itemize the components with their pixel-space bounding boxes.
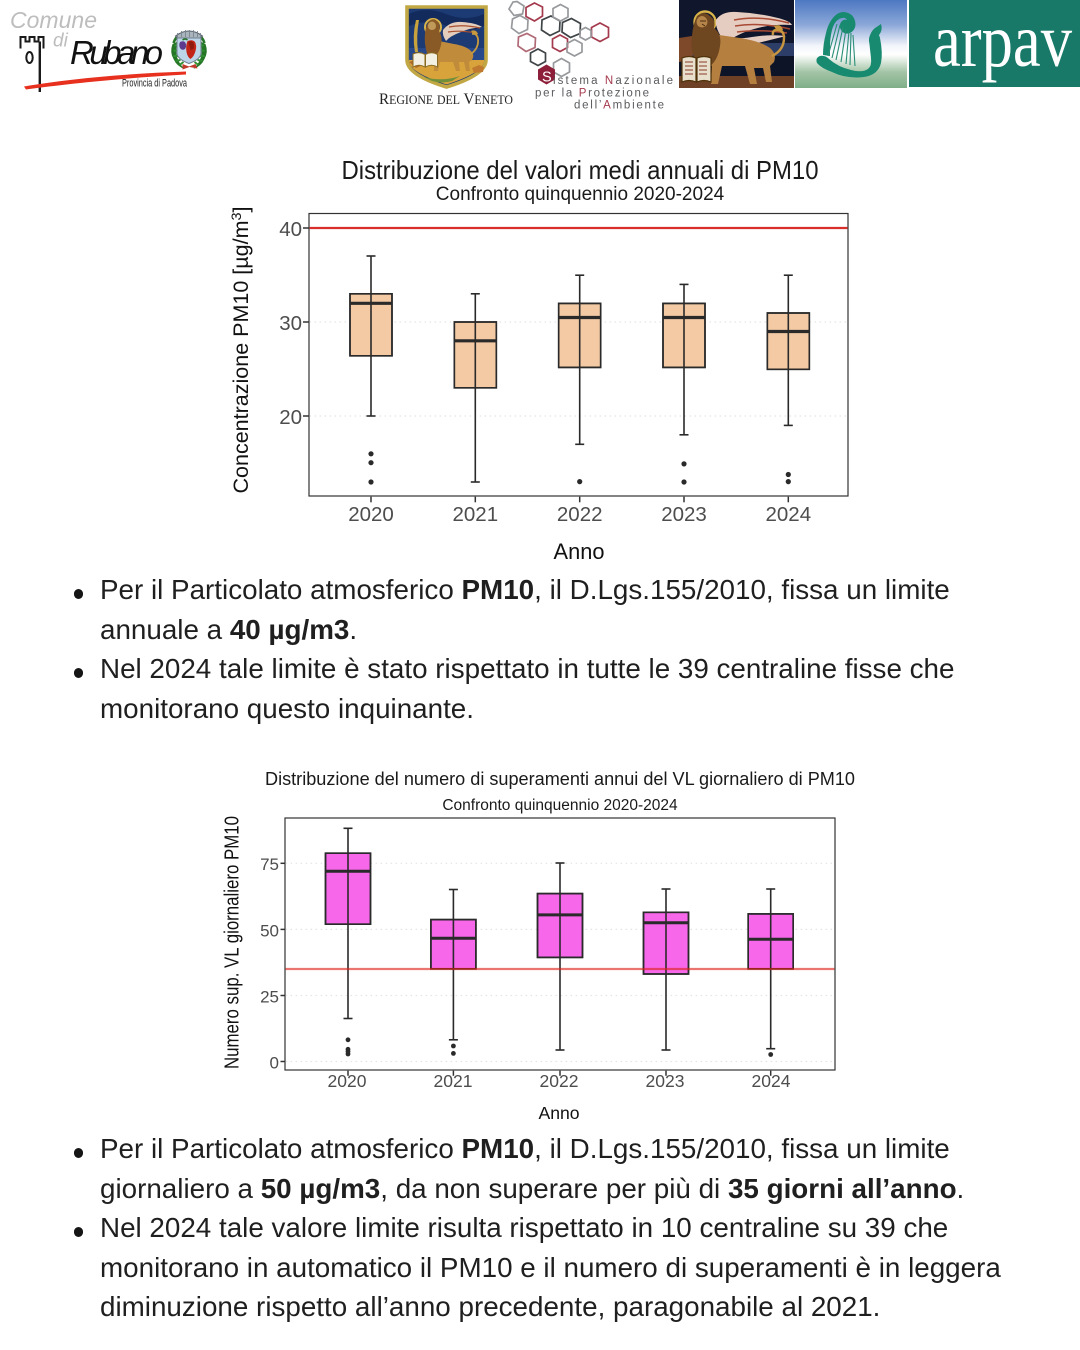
svg-text:20: 20 [279,406,302,429]
svg-text:arpav: arpav [933,0,1072,83]
svg-text:Distribuzione del numero di su: Distribuzione del numero di superamenti … [265,768,855,789]
svg-text:Anno: Anno [554,539,605,564]
svg-text:2020: 2020 [328,1071,367,1091]
svg-text:2024: 2024 [752,1071,791,1091]
svg-text:2021: 2021 [434,1071,473,1091]
svg-text:2022: 2022 [557,503,603,526]
svg-text:2022: 2022 [540,1071,579,1091]
svg-text:Concentrazione PM10 [µg/m3]: Concentrazione PM10 [µg/m3] [228,206,253,493]
svg-text:0: 0 [270,1054,279,1073]
svg-text:2024: 2024 [765,503,811,526]
svg-text:Distribuzione del valori medi: Distribuzione del valori medi annuali di… [342,155,819,185]
svg-text:2021: 2021 [452,503,498,526]
svg-text:25: 25 [260,988,279,1007]
svg-text:2023: 2023 [661,503,707,526]
svg-text:Confronto quinquennio 2020-202: Confronto quinquennio 2020-2024 [442,797,678,814]
svg-text:75: 75 [260,855,279,874]
svg-text:2023: 2023 [646,1071,685,1091]
svg-text:Anno: Anno [538,1103,579,1123]
svg-text:40: 40 [279,218,302,241]
svg-text:Provincia di Padova: Provincia di Padova [122,78,188,90]
svg-text:30: 30 [279,312,302,335]
svg-text:2020: 2020 [348,503,394,526]
svg-text:50: 50 [260,922,279,941]
svg-text:Confronto quinquennio 2020-202: Confronto quinquennio 2020-2024 [436,184,725,205]
svg-text:S: S [542,70,552,86]
svg-text:di: di [53,31,69,52]
svg-text:REGIONE DEL VENETO: REGIONE DEL VENETO [379,91,513,108]
svg-text:Comune: Comune [10,7,97,33]
svg-text:Numero sup. VL giornaliero PM1: Numero sup. VL giornaliero PM10 [222,816,244,1069]
svg-text:Rubano: Rubano [70,34,163,71]
